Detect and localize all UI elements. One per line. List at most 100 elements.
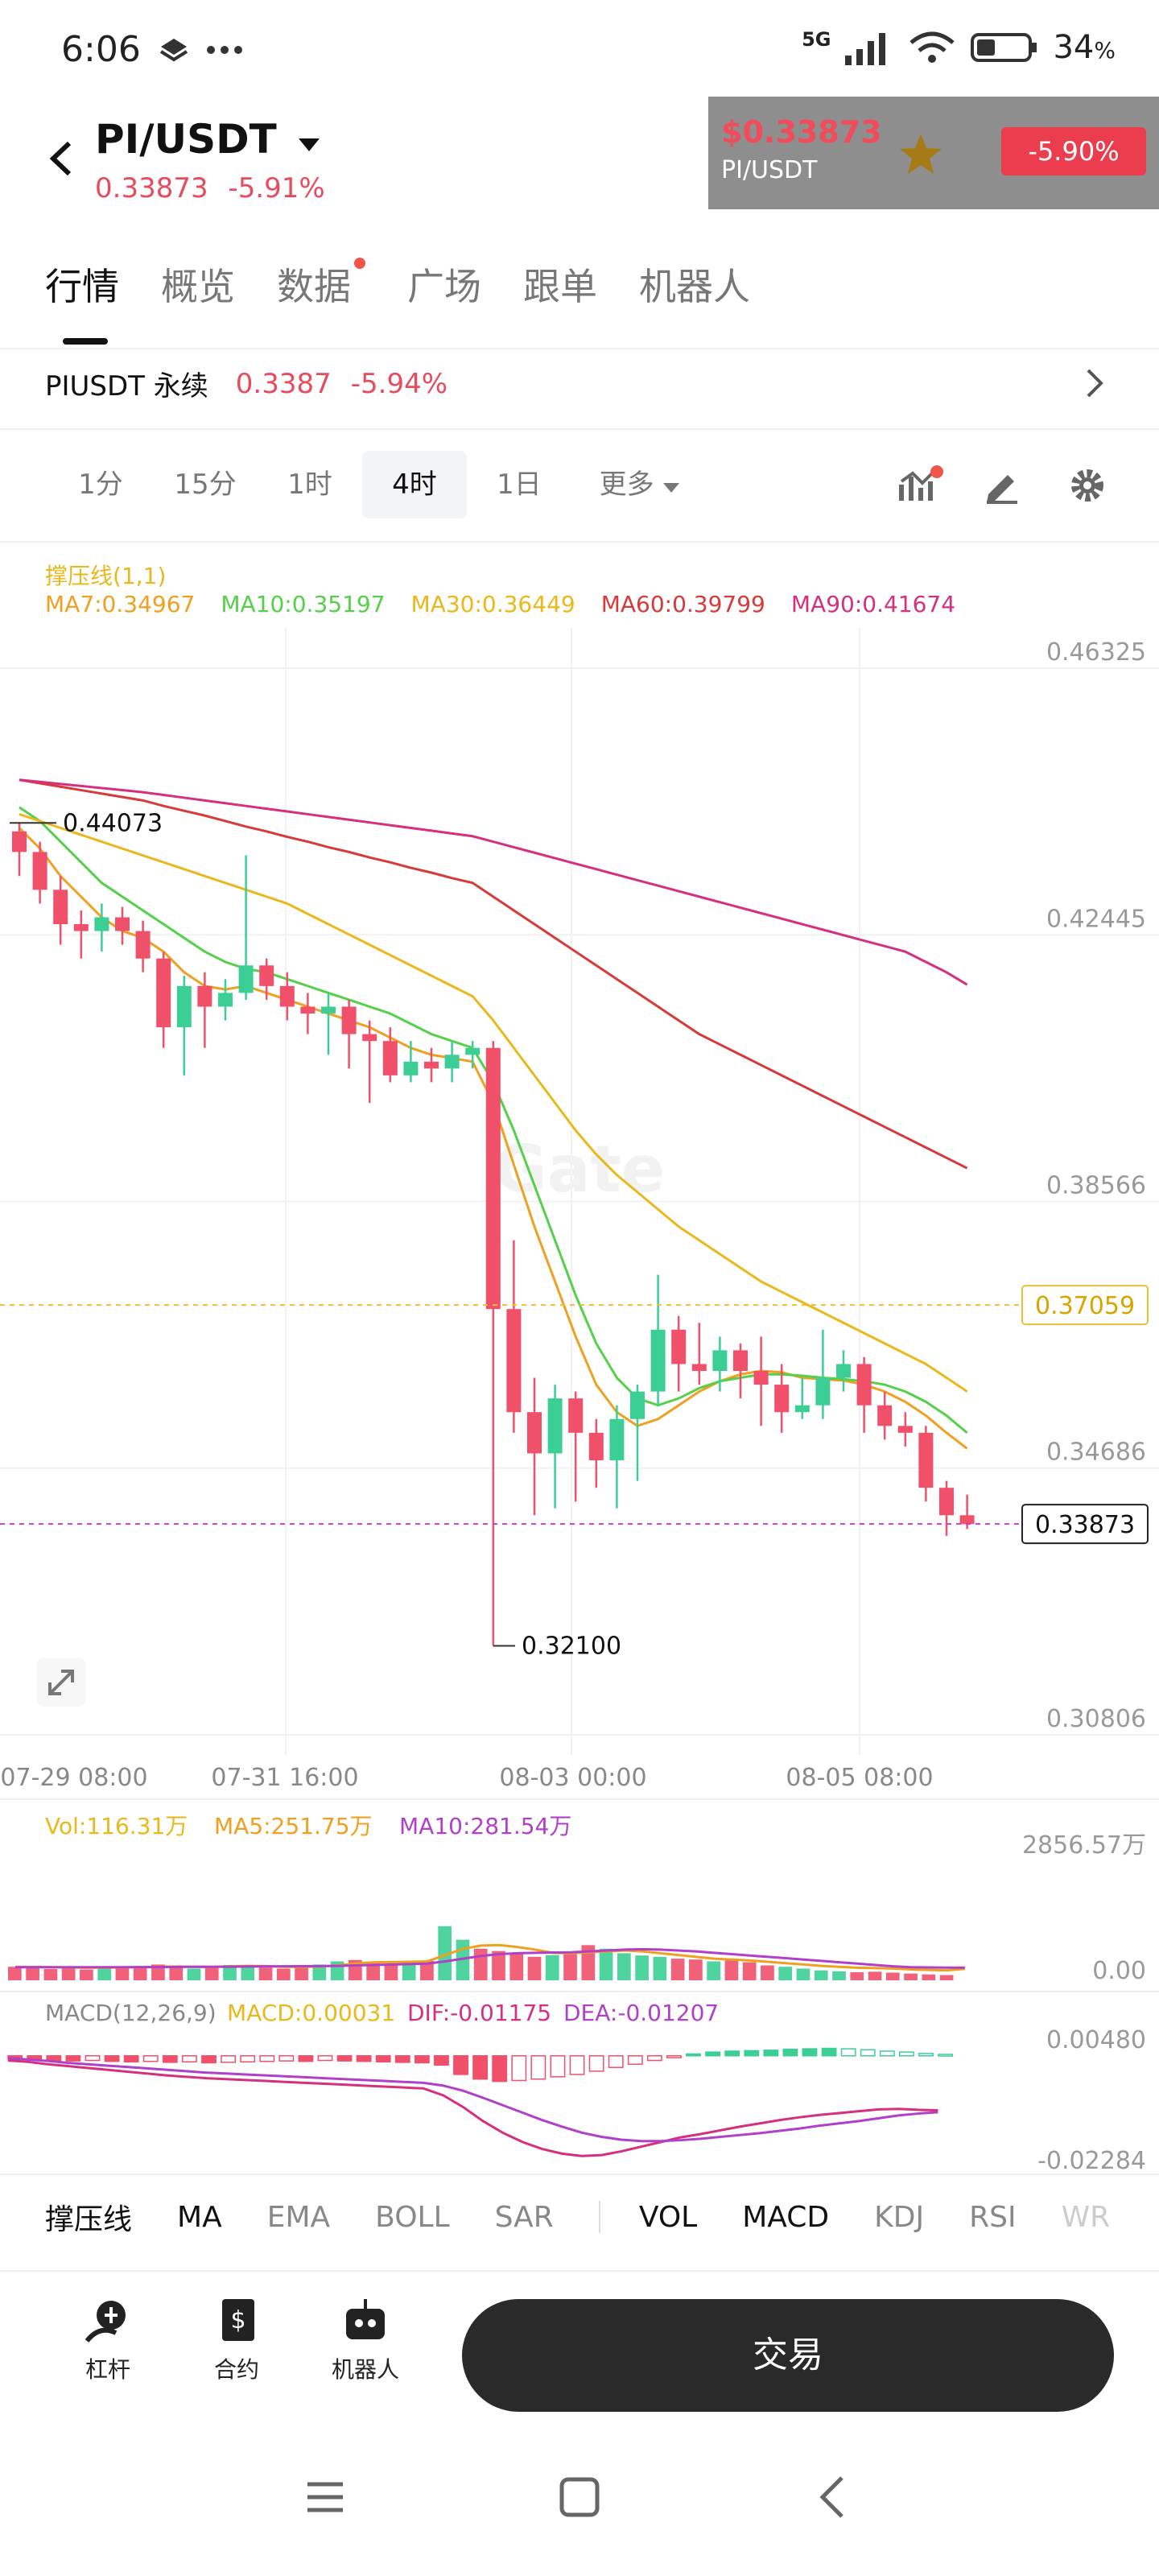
volume-bar bbox=[761, 1965, 774, 1980]
floating-price-widget[interactable]: $0.33873 PI/USDT -5.90% bbox=[708, 97, 1159, 209]
home-icon[interactable] bbox=[555, 2473, 604, 2521]
tf-1h[interactable]: 1时 bbox=[287, 469, 332, 501]
ind-vol[interactable]: VOL bbox=[638, 2200, 698, 2234]
candle-down bbox=[424, 1061, 439, 1069]
ind-ema[interactable]: EMA bbox=[266, 2200, 331, 2234]
macd-panel: MACD(12,26,9) MACD:0.00031 DIF:-0.01175 DEA… bbox=[0, 1991, 1159, 2174]
ind-macd[interactable]: MACD bbox=[742, 2200, 830, 2234]
candle-down bbox=[897, 1426, 913, 1433]
volume-bar bbox=[599, 1948, 613, 1980]
volume-bar bbox=[742, 1962, 757, 1980]
chart-grid bbox=[0, 628, 1159, 1755]
tf-more[interactable]: 更多 bbox=[571, 451, 708, 518]
vol-legend: Vol:116.31万 bbox=[45, 1813, 188, 1839]
bot-button[interactable]: 机器人 bbox=[317, 2296, 414, 2384]
volume-bar bbox=[796, 1968, 810, 1980]
candle-down bbox=[856, 1364, 872, 1406]
perp-name: PIUSDT 永续 bbox=[45, 370, 208, 402]
volume-bar bbox=[276, 1968, 291, 1980]
ind-sar[interactable]: SAR bbox=[494, 2200, 554, 2234]
tab-bot[interactable]: 机器人 bbox=[639, 265, 750, 308]
divider bbox=[0, 2270, 1159, 2272]
candle-down bbox=[135, 931, 151, 959]
macd-bar-positive bbox=[686, 2053, 701, 2057]
chevron-right-icon[interactable] bbox=[1083, 367, 1106, 399]
time-tick-label: 08-05 08:00 bbox=[786, 1764, 933, 1792]
macd-dif: DIF:-0.01175 bbox=[407, 2000, 551, 2026]
volume-bar bbox=[850, 1971, 864, 1980]
macd-value: MACD:0.00031 bbox=[227, 2000, 395, 2026]
macd-bar-positive bbox=[763, 2050, 779, 2057]
volume-bar bbox=[420, 1960, 434, 1980]
trade-button[interactable]: 交易 bbox=[462, 2299, 1114, 2412]
ind-kdj[interactable]: KDJ bbox=[874, 2200, 925, 2234]
price-tick-label: 0.42445 bbox=[1046, 905, 1146, 933]
candle-up bbox=[94, 917, 109, 931]
divider bbox=[0, 428, 1159, 430]
tab-overview[interactable]: 概览 bbox=[161, 265, 235, 308]
perp-row[interactable]: PIUSDT 永续 0.3387 -5.94% bbox=[45, 364, 448, 403]
expand-icon[interactable] bbox=[37, 1658, 85, 1707]
candle-down bbox=[959, 1515, 975, 1525]
volume-bar bbox=[617, 1953, 631, 1980]
candle-down bbox=[588, 1432, 604, 1460]
leverage-button[interactable]: 杠杆 bbox=[60, 2296, 156, 2384]
price-tick-label: 0.34686 bbox=[1046, 1439, 1146, 1467]
ind-ma[interactable]: MA bbox=[177, 2200, 222, 2234]
menu-icon[interactable] bbox=[301, 2473, 349, 2521]
widget-pair: PI/USDT bbox=[721, 156, 818, 184]
macd-bar-negative bbox=[550, 2055, 566, 2078]
ind-support[interactable]: 撑压线 bbox=[45, 2203, 133, 2236]
volume-bar bbox=[885, 1972, 900, 1980]
contract-button[interactable]: $ 合约 bbox=[188, 2296, 285, 2384]
back-icon[interactable] bbox=[45, 138, 77, 179]
macd-bar-negative bbox=[492, 2055, 508, 2083]
macd-bar-positive bbox=[899, 2051, 914, 2057]
tf-4h[interactable]: 4时 bbox=[362, 451, 467, 518]
tab-market[interactable]: 行情 bbox=[45, 258, 119, 345]
macd-bar-negative bbox=[104, 2055, 120, 2062]
macd-bar-positive bbox=[782, 2048, 798, 2057]
contract-icon: $ bbox=[222, 2299, 254, 2341]
ind-wr[interactable]: WR bbox=[1061, 2200, 1111, 2234]
macd-bar-positive bbox=[938, 2054, 954, 2057]
ma90-label: MA90:0.41674 bbox=[790, 591, 956, 617]
macd-bar-negative bbox=[201, 2055, 217, 2064]
volume-bar bbox=[707, 1961, 720, 1980]
tf-1d[interactable]: 1日 bbox=[497, 469, 542, 501]
draw-pencil-icon[interactable] bbox=[984, 467, 1021, 504]
volume-bar bbox=[258, 1967, 273, 1980]
volume-bar bbox=[241, 1966, 255, 1980]
macd-bar-negative bbox=[162, 2055, 178, 2063]
star-icon[interactable] bbox=[898, 132, 943, 177]
candle-down bbox=[939, 1488, 954, 1516]
macd-bar-negative bbox=[569, 2055, 585, 2075]
tf-1m[interactable]: 1分 bbox=[78, 469, 123, 501]
tab-data[interactable]: 数据 bbox=[277, 258, 365, 311]
settings-gear-icon[interactable] bbox=[1069, 467, 1106, 504]
ind-rsi[interactable]: RSI bbox=[969, 2200, 1017, 2234]
ma-legend: MA7:0.34967 MA10:0.35197 MA30:0.36449 MA… bbox=[45, 591, 955, 617]
volume-bar bbox=[187, 1968, 201, 1980]
tf-15m[interactable]: 15分 bbox=[174, 469, 237, 501]
candle-down bbox=[485, 1047, 501, 1310]
ind-boll[interactable]: BOLL bbox=[375, 2200, 450, 2234]
candle-up bbox=[836, 1364, 851, 1378]
tab-square[interactable]: 广场 bbox=[407, 265, 481, 308]
tab-copy-trade[interactable]: 跟单 bbox=[523, 265, 597, 308]
battery-unit: % bbox=[1094, 37, 1116, 64]
back-nav-icon[interactable] bbox=[810, 2473, 858, 2521]
candle-down bbox=[341, 1006, 357, 1034]
candle-up bbox=[630, 1391, 645, 1419]
indicator-chart-icon[interactable] bbox=[898, 465, 943, 506]
macd-bar-negative bbox=[240, 2055, 256, 2063]
volume-bar bbox=[26, 1967, 39, 1980]
support-price-label: 0.37059 bbox=[1035, 1292, 1135, 1320]
volume-bar bbox=[384, 1963, 398, 1980]
candle-down bbox=[671, 1329, 687, 1364]
volume-bar bbox=[527, 1956, 542, 1980]
pair-selector[interactable]: PI/USDT bbox=[95, 116, 321, 163]
divider bbox=[0, 348, 1159, 349]
volume-bar bbox=[80, 1969, 93, 1980]
